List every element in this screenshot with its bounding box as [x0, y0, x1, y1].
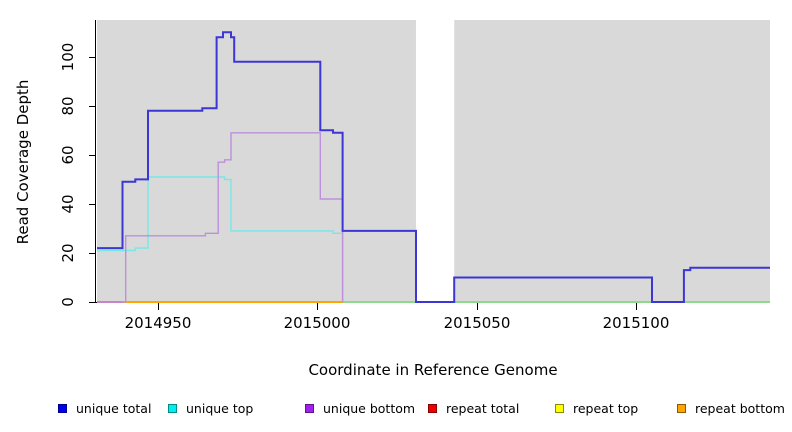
plot-area: [97, 20, 770, 303]
x-tick-mark: [158, 303, 159, 310]
legend-swatch-icon: [58, 403, 67, 413]
legend-swatch-icon: [305, 403, 314, 413]
x-tick-label: 2015050: [443, 314, 511, 332]
legend-label: unique bottom: [323, 400, 416, 416]
y-tick-mark: [89, 57, 96, 58]
x-tick-mark: [477, 303, 478, 310]
legend-item-repeat-total: repeat total: [428, 399, 519, 417]
y-axis-line: [95, 20, 96, 303]
series-unique-top: [97, 176, 344, 302]
legend-label: repeat top: [573, 400, 639, 416]
y-tick-label: 0: [59, 297, 77, 307]
legend-swatch-icon: [168, 403, 177, 413]
y-tick-mark: [89, 253, 96, 254]
x-axis-title: Coordinate in Reference Genome: [308, 361, 558, 379]
legend-item-repeat-top: repeat top: [555, 399, 638, 417]
legend-label: repeat total: [446, 400, 520, 416]
legend-item-unique-bottom: unique bottom: [305, 399, 415, 417]
legend-item-unique-total: unique total: [58, 399, 151, 417]
y-tick-label: 100: [59, 42, 77, 72]
x-tick-label: 2015000: [283, 314, 351, 332]
legend-swatch-icon: [555, 403, 564, 413]
series-unique-total: [97, 31, 770, 303]
legend-label: unique total: [76, 400, 152, 416]
y-tick-label: 20: [59, 243, 77, 263]
y-tick-label: 40: [59, 194, 77, 214]
x-tick-label: 2014950: [124, 314, 192, 332]
legend-swatch-icon: [677, 403, 686, 413]
coverage-gap-band: [415, 20, 455, 302]
legend-swatch-icon: [428, 403, 437, 413]
y-tick-mark: [89, 302, 96, 303]
chart-legend: unique total unique top unique bottom repea…: [0, 399, 792, 423]
series-unique-bottom: [97, 132, 344, 303]
y-tick-mark: [89, 106, 96, 107]
x-tick-mark: [317, 303, 318, 310]
y-axis-title: Read Coverage Depth: [14, 79, 32, 245]
y-tick-label: 60: [59, 145, 77, 165]
chart-canvas: [97, 20, 770, 303]
legend-item-unique-top: unique top: [168, 399, 253, 417]
y-tick-mark: [89, 155, 96, 156]
legend-label: unique top: [186, 400, 254, 416]
x-tick-label: 2015100: [602, 314, 670, 332]
x-tick-mark: [636, 303, 637, 310]
y-tick-mark: [89, 204, 96, 205]
y-tick-label: 80: [59, 96, 77, 116]
legend-label: repeat bottom: [695, 400, 785, 416]
legend-item-repeat-bottom: repeat bottom: [677, 399, 785, 417]
